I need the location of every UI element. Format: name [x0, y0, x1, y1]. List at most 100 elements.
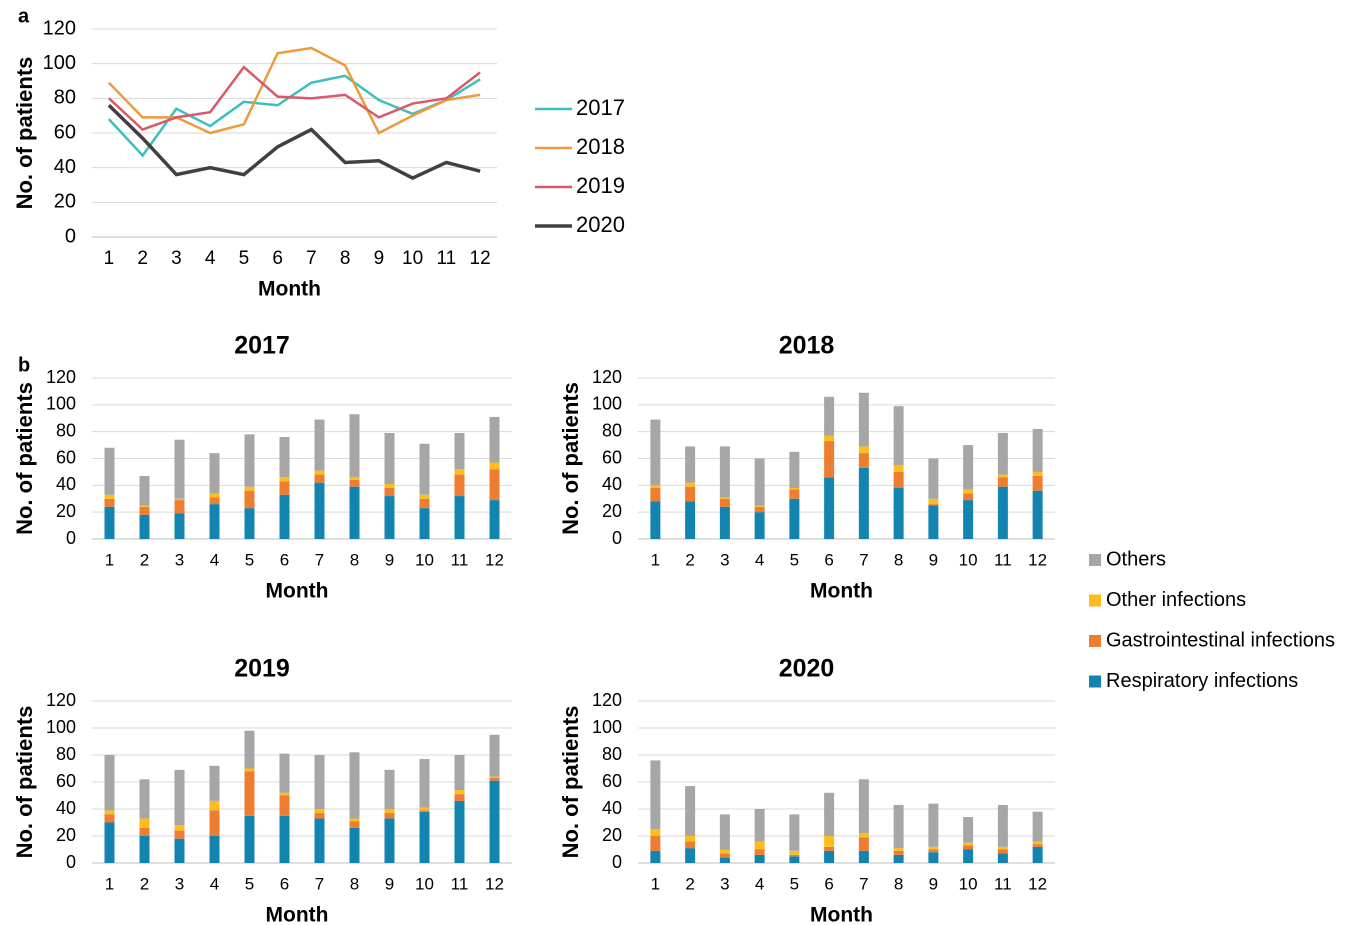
bar-segment: [997, 433, 1008, 475]
y-tick-label: 40: [602, 474, 622, 494]
bar-segment: [384, 769, 395, 809]
bar-segment: [754, 841, 765, 850]
bar-segment: [650, 501, 661, 539]
y-axis-title: No. of patients: [558, 706, 583, 859]
x-tick-label: 2: [140, 874, 149, 893]
y-tick-label: 100: [46, 717, 76, 737]
x-tick-label: 6: [272, 248, 283, 269]
bar-segment: [650, 419, 661, 486]
bar-segment: [685, 836, 696, 842]
bar-segment: [209, 836, 220, 863]
legend-swatch: [1089, 554, 1101, 566]
x-tick-label: 5: [790, 550, 799, 569]
bar-segment: [244, 815, 255, 863]
legend-swatch: [1089, 594, 1101, 607]
bar-segment: [719, 506, 730, 539]
bar-segment: [754, 458, 765, 506]
x-tick-label: 11: [994, 550, 1012, 569]
line: [107, 46, 481, 135]
bar-segment: [139, 818, 150, 828]
chart-title: 2020: [779, 655, 835, 683]
bar-segment: [754, 506, 765, 513]
bar-segment: [824, 792, 835, 836]
bar-segment: [719, 446, 730, 498]
bar-segment: [824, 435, 835, 442]
bar-segment: [349, 486, 360, 539]
bar-segment: [104, 755, 115, 811]
x-tick-label: 11: [994, 874, 1012, 893]
bar-segment: [858, 446, 869, 454]
bar-segment: [997, 849, 1008, 854]
bar-segment: [928, 458, 939, 499]
x-axis-title: Month: [810, 580, 873, 603]
bar-segment: [858, 850, 869, 863]
x-tick-label: 4: [205, 248, 216, 269]
bar-segment: [963, 842, 974, 846]
x-tick-label: 6: [824, 874, 833, 893]
x-tick-label: 1: [104, 248, 115, 269]
bar-segment: [419, 508, 430, 539]
bar-segment: [314, 813, 325, 819]
y-tick-label: 120: [43, 17, 76, 39]
bar-segment: [139, 836, 150, 863]
bar-segment: [489, 469, 500, 501]
bar-segment: [279, 815, 290, 863]
y-tick-label: 20: [56, 501, 76, 521]
x-tick-label: 5: [239, 248, 250, 269]
bar-segment: [244, 490, 255, 509]
bar-segment: [174, 513, 185, 539]
bar-segment: [963, 849, 974, 863]
bar-segment: [789, 498, 800, 539]
x-tick-label: 12: [485, 550, 504, 569]
bar-segment: [685, 446, 696, 483]
bar-segment: [650, 836, 661, 851]
bar-segment: [384, 433, 395, 484]
bar-segment: [244, 434, 255, 487]
bar-segment: [104, 506, 115, 539]
x-tick-label: 3: [720, 550, 729, 569]
bar-segment: [963, 445, 974, 490]
bar-segment: [719, 814, 730, 850]
bar-segment: [1032, 844, 1043, 847]
bar-segment: [963, 845, 974, 850]
x-tick-label: 4: [210, 550, 219, 569]
bar-segment: [314, 755, 325, 809]
bar-segment: [384, 818, 395, 863]
y-tick-label: 60: [56, 771, 76, 791]
bar-segment: [314, 818, 325, 863]
legend-label: 2018: [576, 134, 625, 159]
bar-segment: [419, 811, 430, 863]
x-tick-label: 10: [402, 248, 423, 269]
bar-segment: [893, 488, 904, 539]
y-tick-label: 120: [46, 367, 76, 387]
bar-segment: [858, 837, 869, 851]
bar-segment: [789, 489, 800, 499]
x-tick-label: 7: [306, 248, 317, 269]
y-tick-label: 120: [592, 690, 622, 710]
y-tick-label: 0: [612, 528, 622, 548]
bar-segment: [997, 486, 1008, 539]
bar-segment: [893, 471, 904, 489]
bar-segment: [244, 730, 255, 769]
bar-segment: [685, 482, 696, 487]
x-tick-label: 4: [755, 874, 764, 893]
bar-segment: [719, 849, 730, 854]
y-tick-label: 80: [602, 744, 622, 764]
bar-segment: [209, 810, 220, 836]
x-tick-label: 2: [685, 874, 694, 893]
bar-segment: [419, 807, 430, 811]
bar-segment: [244, 486, 255, 491]
y-tick-label: 20: [602, 501, 622, 521]
y-axis-title: No. of patients: [12, 382, 37, 535]
y-tick-label: 100: [592, 717, 622, 737]
bar-segment: [789, 451, 800, 489]
bar-segment: [314, 470, 325, 475]
bar-segment: [1032, 475, 1043, 491]
y-tick-label: 100: [592, 394, 622, 414]
bar-segment: [650, 760, 661, 830]
bar-segment: [997, 853, 1008, 863]
bar-segment: [893, 465, 904, 472]
bar-segment: [754, 505, 765, 507]
bar-segment: [893, 406, 904, 466]
